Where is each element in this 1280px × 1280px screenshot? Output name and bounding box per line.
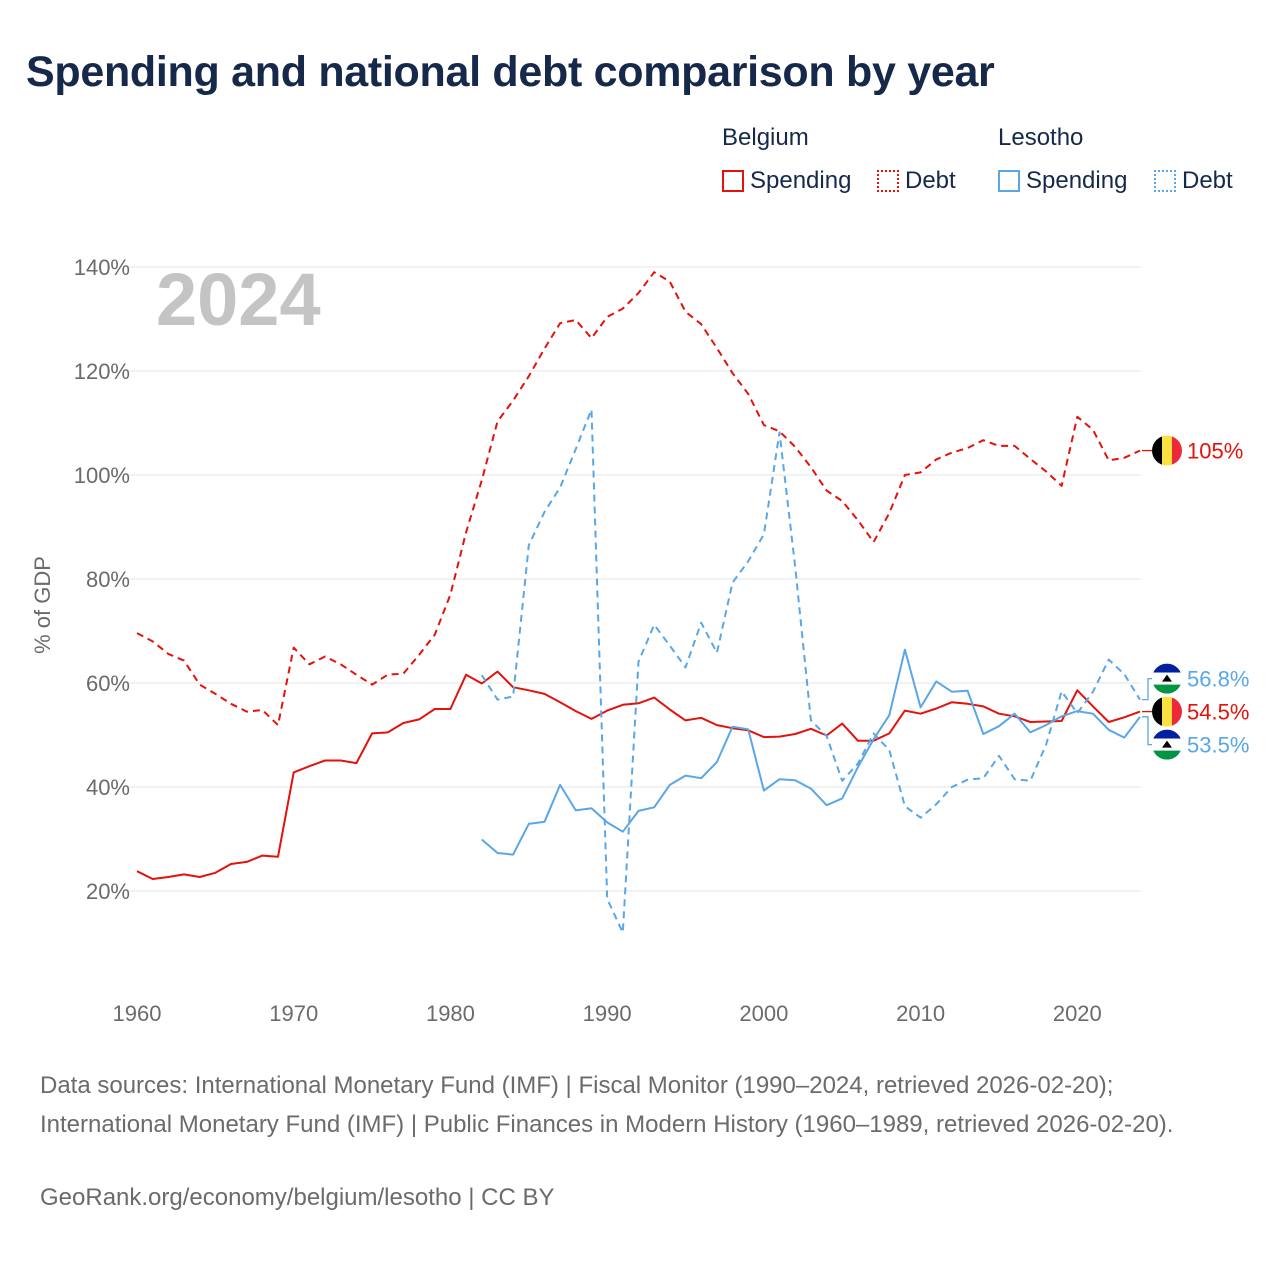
legend-label: Spending — [1026, 167, 1128, 194]
legend-belgium-spending[interactable]: Spending — [722, 166, 851, 196]
lesotho-flag-icon — [1152, 663, 1182, 694]
x-tick-label: 2020 — [1053, 1001, 1102, 1026]
legend-solid-swatch — [722, 170, 744, 192]
legend-lesotho-spending[interactable]: Spending — [998, 166, 1127, 196]
belgium-flag-icon — [1152, 435, 1182, 466]
year-watermark: 2024 — [156, 258, 321, 341]
x-axis-ticks: 1960 1970 1980 1990 2000 2010 2020 — [113, 1001, 1102, 1026]
legend-label: Spending — [750, 167, 852, 194]
end-labels: 105% 56.8% 54.5% 53.5% — [1142, 435, 1249, 760]
end-connector — [1142, 716, 1152, 746]
end-value-label: 54.5% — [1187, 700, 1249, 725]
legend-belgium-debt[interactable]: Debt — [877, 166, 956, 196]
x-tick-label: 2010 — [896, 1001, 945, 1026]
y-tick-label: 20% — [86, 879, 130, 904]
y-tick-label: 80% — [86, 567, 130, 592]
series-lines — [136, 271, 1141, 934]
chart-title: Spending and national debt comparison by… — [26, 48, 995, 96]
legend-label: Debt — [1182, 167, 1233, 194]
legend-solid-swatch — [998, 170, 1020, 192]
end-value-label: 53.5% — [1187, 733, 1249, 758]
end-connector — [1142, 677, 1152, 701]
y-tick-label: 120% — [74, 359, 130, 384]
y-axis-ticks: 20% 40% 60% 80% 100% 120% 140% — [74, 255, 130, 904]
legend-country-lesotho: Lesotho — [998, 124, 1084, 151]
y-tick-label: 140% — [74, 255, 130, 280]
lesotho-spending-line — [481, 648, 1141, 856]
x-tick-label: 1970 — [269, 1001, 318, 1026]
x-tick-label: 1960 — [113, 1001, 162, 1026]
y-tick-label: 60% — [86, 671, 130, 696]
y-axis-label: % of GDP — [30, 556, 55, 654]
legend-label: Debt — [905, 167, 956, 194]
belgium-spending-line — [136, 670, 1141, 880]
lesotho-flag-icon — [1152, 729, 1182, 760]
x-tick-label: 1980 — [426, 1001, 475, 1026]
x-tick-label: 2000 — [739, 1001, 788, 1026]
legend-dotted-swatch — [877, 170, 899, 192]
x-tick-label: 1990 — [583, 1001, 632, 1026]
lesotho-debt-line — [480, 408, 1141, 934]
end-value-label: 105% — [1187, 439, 1243, 464]
gridlines — [128, 266, 1140, 892]
y-tick-label: 100% — [74, 463, 130, 488]
belgium-flag-icon — [1152, 696, 1182, 727]
credit-link[interactable]: GeoRank.org/economy/belgium/lesotho | CC… — [40, 1184, 555, 1211]
legend-country-belgium: Belgium — [722, 124, 809, 151]
end-value-label: 56.8% — [1187, 667, 1249, 692]
source-note: Data sources: International Monetary Fun… — [40, 1072, 1174, 1138]
belgium-debt-line — [136, 271, 1141, 727]
legend-lesotho-debt[interactable]: Debt — [1154, 166, 1233, 196]
y-tick-label: 40% — [86, 775, 130, 800]
legend-dotted-swatch — [1154, 170, 1176, 192]
line-chart: 2024 20%40%60%80%100%120%140% 1960 1970 19… — [30, 255, 1249, 1026]
